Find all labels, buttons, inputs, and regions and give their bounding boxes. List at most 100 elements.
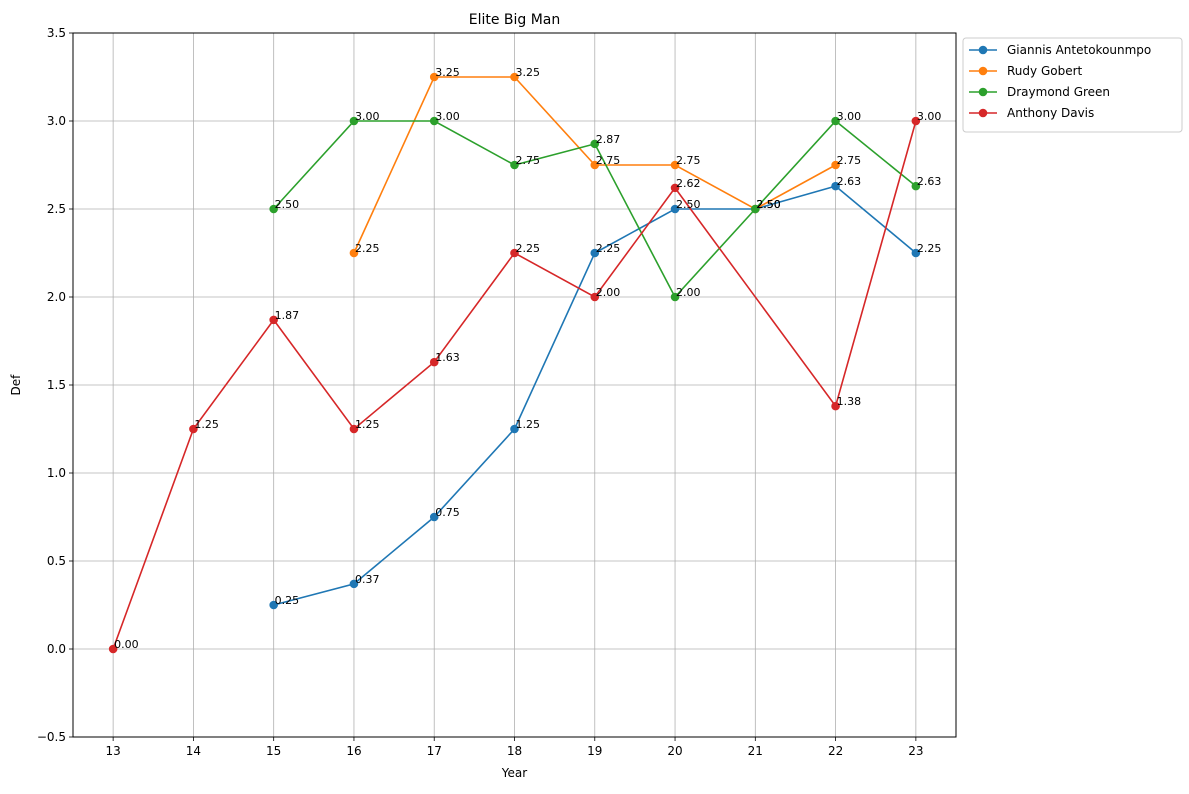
data-label: 2.75 — [676, 154, 701, 167]
chart-title: Elite Big Man — [469, 12, 561, 28]
series-draymond-green — [269, 116, 921, 302]
data-point — [269, 600, 278, 610]
legend-item: Draymond Green — [969, 85, 1110, 99]
data-point — [831, 181, 840, 191]
data-point — [349, 116, 359, 126]
data-point — [751, 204, 760, 214]
data-point — [670, 292, 680, 302]
data-label: 2.50 — [756, 198, 781, 211]
data-label: 1.38 — [837, 395, 862, 408]
legend-label: Rudy Gobert — [1007, 64, 1083, 78]
data-point — [510, 424, 519, 434]
data-point — [189, 424, 198, 434]
data-label: 1.25 — [355, 418, 380, 431]
x-axis-title: Year — [501, 766, 527, 780]
data-label: 3.00 — [435, 110, 460, 123]
data-point — [831, 116, 840, 126]
data-point — [510, 160, 519, 170]
data-point — [429, 357, 439, 367]
legend-marker — [978, 87, 988, 97]
data-label: 1.63 — [435, 351, 460, 364]
x-tick-label: 23 — [908, 744, 923, 758]
data-label: 2.50 — [275, 198, 300, 211]
legend-label: Giannis Antetokounmpo — [1007, 43, 1151, 57]
x-tick-label: 16 — [346, 744, 361, 758]
data-point — [269, 204, 278, 214]
legend-item: Anthony Davis — [969, 106, 1094, 120]
data-label: 2.63 — [837, 175, 862, 188]
x-tick-label: 19 — [587, 744, 602, 758]
x-tick-label: 18 — [507, 744, 522, 758]
x-tick-label: 15 — [266, 744, 281, 758]
legend-marker — [978, 66, 988, 76]
axes: 13 14 15 16 17 18 19 20 21 22 23 −0.5 0.0 0.5 1.0 1.5 2.… — [37, 26, 924, 758]
data-point — [911, 248, 921, 258]
x-tick-label: 17 — [427, 744, 442, 758]
y-tick-label: 2.5 — [47, 202, 66, 216]
data-point — [911, 181, 921, 191]
data-label: 2.50 — [756, 198, 781, 211]
data-point — [590, 139, 600, 149]
data-label: 1.25 — [516, 418, 541, 431]
data-point — [429, 72, 439, 82]
data-label: 2.75 — [596, 154, 621, 167]
data-label: 2.75 — [516, 154, 541, 167]
legend: Giannis Antetokounmpo Rudy Gobert Draymond… — [962, 37, 1183, 133]
data-point — [670, 204, 680, 214]
data-label: 2.63 — [917, 175, 942, 188]
x-tick-label: 20 — [667, 744, 682, 758]
data-label: 3.25 — [516, 66, 541, 79]
series-line — [112, 120, 917, 650]
data-point — [831, 160, 840, 170]
data-label: 2.50 — [756, 198, 781, 211]
data-point — [429, 116, 439, 126]
data-label: 2.62 — [676, 177, 701, 190]
data-point — [510, 248, 519, 258]
data-label: 2.25 — [516, 242, 541, 255]
data-point — [590, 160, 600, 170]
data-label: 2.25 — [355, 242, 380, 255]
y-tick-label: 0.5 — [47, 554, 66, 568]
data-point — [911, 116, 921, 126]
y-tick-label: 3.5 — [47, 26, 66, 40]
legend-item: Rudy Gobert — [969, 64, 1083, 78]
legend-marker — [978, 45, 988, 55]
data-label: 3.00 — [837, 110, 862, 123]
data-point — [349, 424, 359, 434]
data-label: 3.00 — [355, 110, 380, 123]
x-tick-label: 13 — [105, 744, 120, 758]
data-label: 0.75 — [435, 506, 460, 519]
data-label: 1.87 — [275, 309, 300, 322]
data-point — [429, 512, 439, 522]
data-point — [349, 248, 359, 258]
legend-label: Anthony Davis — [1007, 106, 1094, 120]
x-tick-label: 21 — [748, 744, 763, 758]
data-label: 0.25 — [275, 594, 300, 607]
legend-item: Giannis Antetokounmpo — [969, 43, 1151, 57]
y-tick-label: 1.0 — [47, 466, 66, 480]
data-label: 3.00 — [917, 110, 942, 123]
data-label: 2.87 — [596, 133, 621, 146]
data-label: 2.00 — [676, 286, 701, 299]
data-point — [670, 160, 680, 170]
data-point — [510, 72, 519, 82]
y-tick-label: 2.0 — [47, 290, 66, 304]
series-giannis-antetokounmpo — [269, 181, 921, 610]
data-point — [670, 183, 680, 193]
x-tick-label: 14 — [186, 744, 201, 758]
data-label: 3.25 — [435, 66, 460, 79]
data-label: 2.00 — [596, 286, 621, 299]
data-point — [831, 401, 840, 411]
data-label: 2.50 — [676, 198, 701, 211]
legend-label: Draymond Green — [1007, 85, 1110, 99]
data-label: 0.00 — [114, 638, 138, 651]
data-label: 2.25 — [917, 242, 942, 255]
data-point — [590, 248, 600, 258]
data-labels: 0.25 0.37 0.75 1.25 2.25 2.50 2.50 2.63 2.25 2.25… — [114, 66, 941, 651]
y-tick-label: −0.5 — [37, 730, 66, 744]
legend-box — [962, 37, 1183, 133]
series-layer — [108, 72, 921, 654]
y-tick-label: 1.5 — [47, 378, 66, 392]
data-point — [269, 315, 278, 325]
